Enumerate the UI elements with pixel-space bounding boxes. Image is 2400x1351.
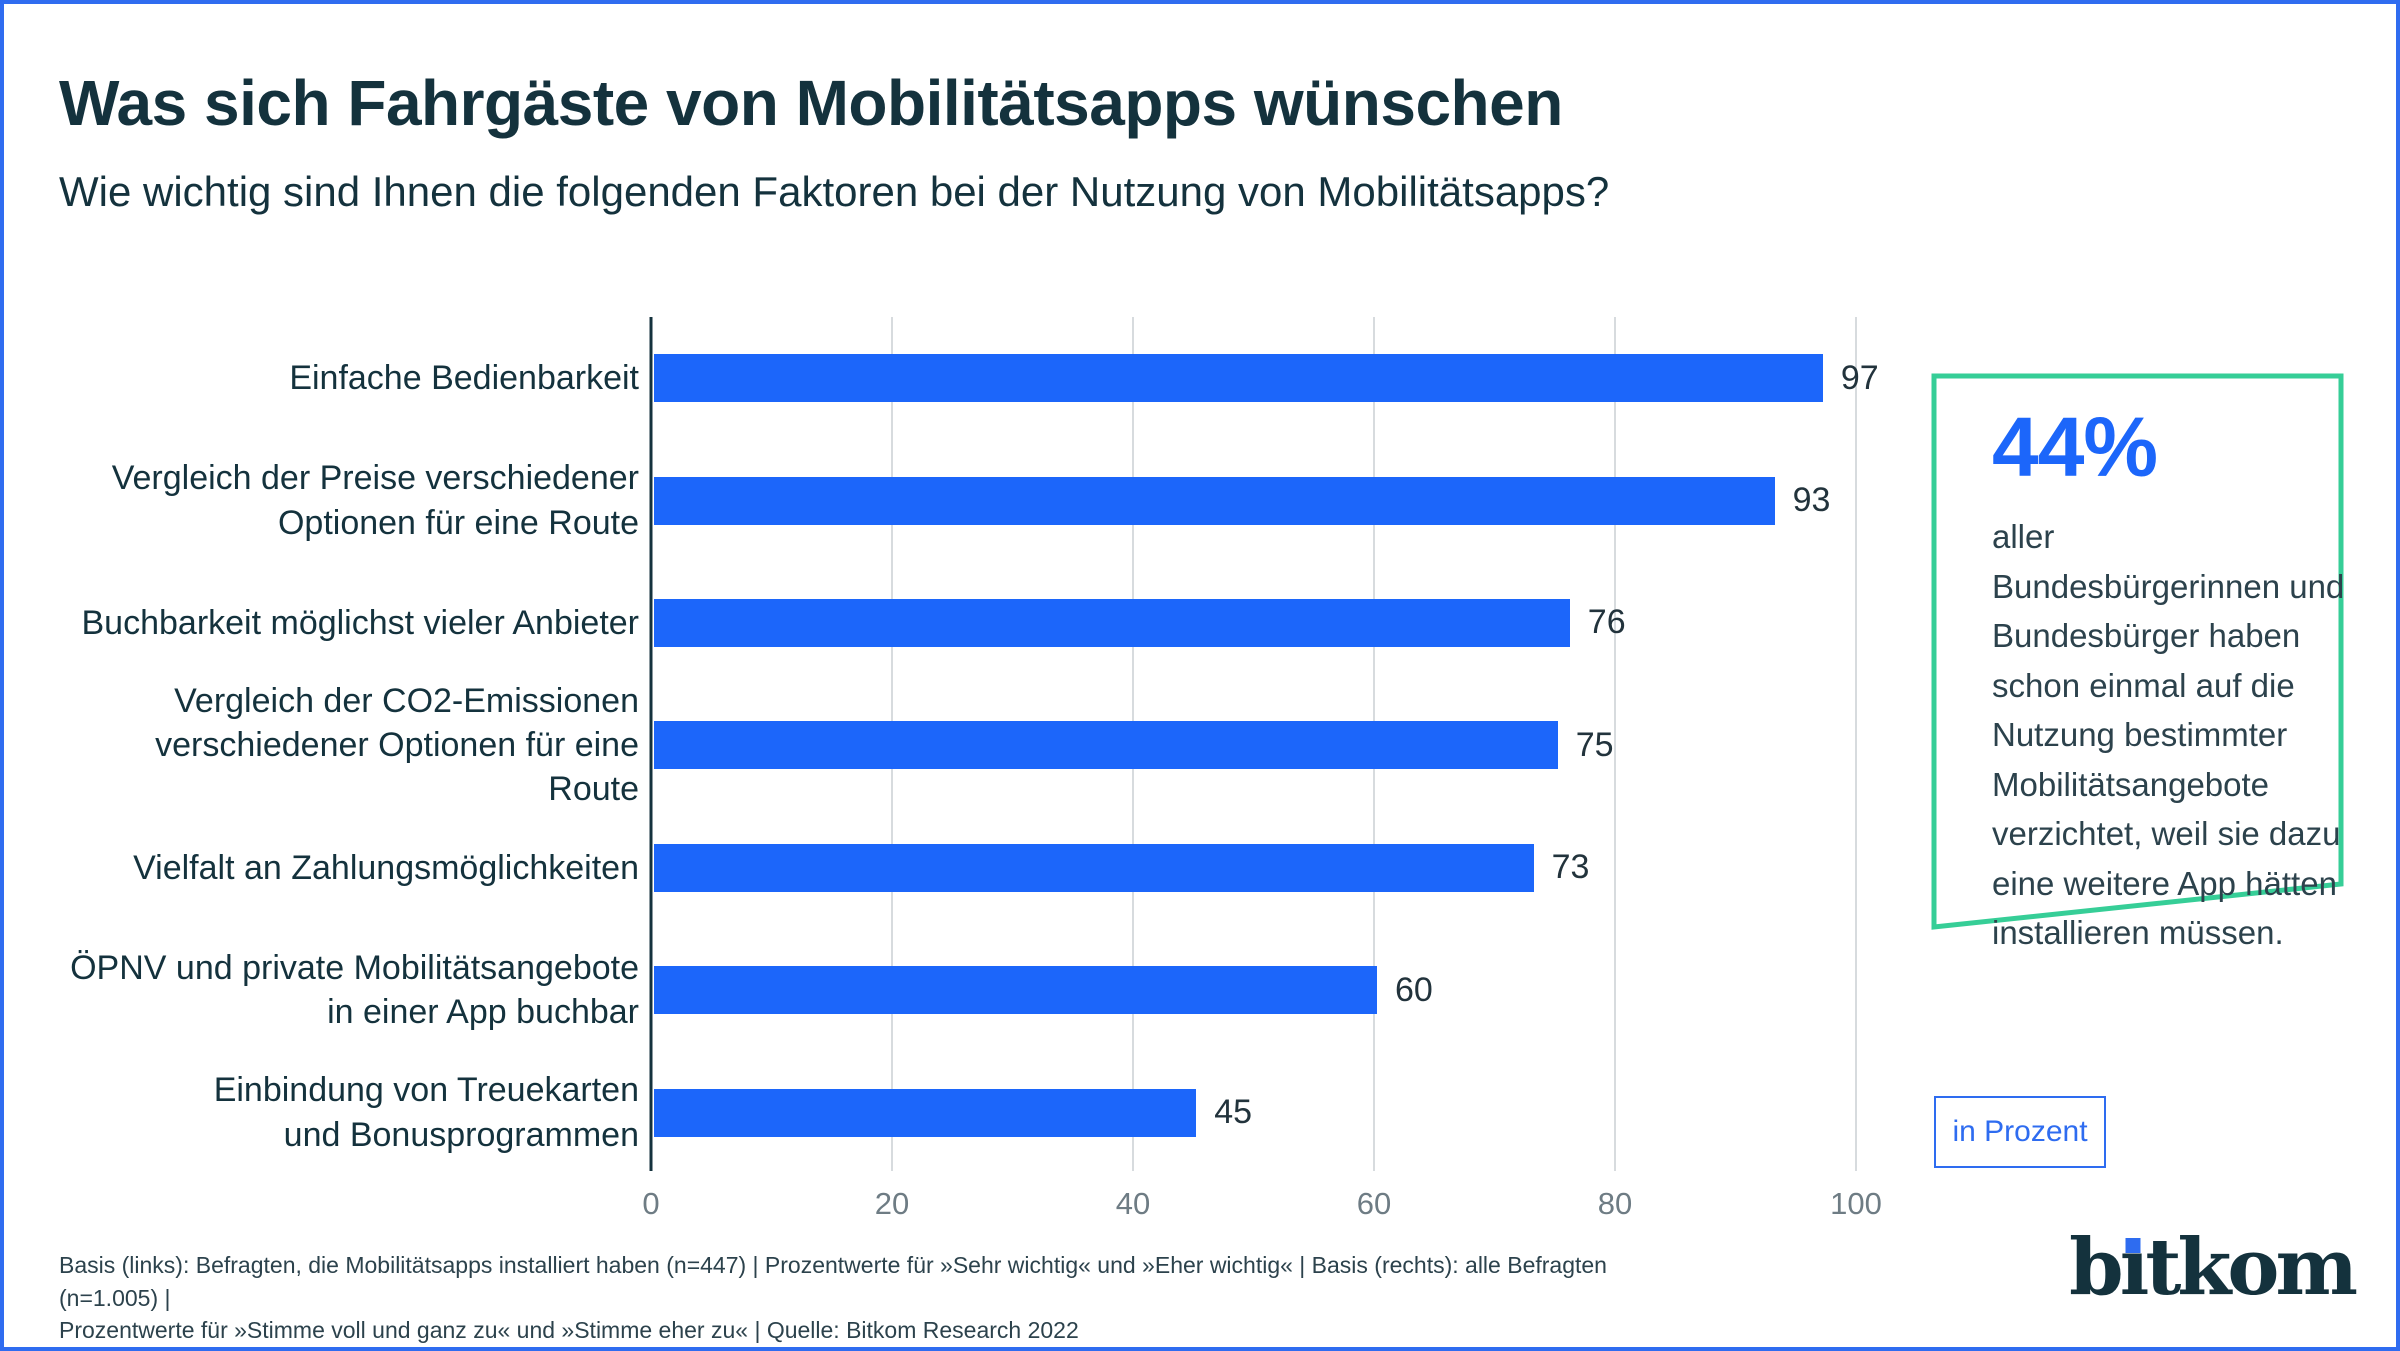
bar-row: Vielfalt an Zahlungsmöglichkeiten 73 bbox=[59, 807, 1859, 929]
logo-dotless-i: ı bbox=[2119, 1222, 2150, 1313]
bar-row: Einbindung von Treuekarten und Bonusprog… bbox=[59, 1051, 1859, 1173]
bar-track: 60 bbox=[654, 966, 1859, 1015]
value-label: 93 bbox=[1792, 481, 1831, 520]
bar bbox=[654, 966, 1377, 1015]
unit-badge: in Prozent bbox=[1934, 1096, 2106, 1168]
x-axis-ticks: 0 20 40 60 80 100 bbox=[642, 1186, 1881, 1230]
gridline-80 bbox=[1614, 317, 1616, 1171]
callout-border bbox=[1931, 373, 2344, 930]
category-label: Einbindung von Treuekarten und Bonusprog… bbox=[213, 1071, 639, 1154]
callout-box: 44% aller Bundesbürgerinnen und Bundesbü… bbox=[1992, 399, 2347, 958]
header: Was sich Fahrgäste von Mobilitätsapps wü… bbox=[59, 66, 2059, 216]
logo-i-dot-icon bbox=[2125, 1238, 2141, 1253]
category-label: Vergleich der CO2-Emissionen verschieden… bbox=[155, 682, 639, 809]
value-label: 75 bbox=[1575, 725, 1614, 764]
page-subtitle: Wie wichtig sind Ihnen die folgenden Fak… bbox=[59, 168, 1610, 215]
callout-text: aller Bundesbürgerinnen und Bundesbürger… bbox=[1992, 518, 2345, 951]
value-label: 45 bbox=[1214, 1093, 1253, 1132]
value-label: 76 bbox=[1587, 603, 1626, 642]
bar-row: Einfache Bedienbarkeit 97 bbox=[59, 317, 1879, 439]
value-label: 73 bbox=[1551, 848, 1590, 887]
axis-tick-label: 20 bbox=[874, 1186, 910, 1221]
bar-chart: Einfache Bedienbarkeit 97 Vergleich der … bbox=[59, 317, 1879, 1174]
category-label: ÖPNV und private Mobilitätsangebote in e… bbox=[70, 948, 639, 1032]
callout-border-shape bbox=[1931, 373, 2344, 930]
axis-tick-label: 40 bbox=[1115, 1186, 1151, 1221]
category-label: Einfache Bedienbarkeit bbox=[289, 359, 639, 398]
bitkom-logo: b ı tkom bbox=[2069, 1222, 2358, 1313]
logo-letter-b: b bbox=[2069, 1222, 2124, 1313]
bar-row: Vergleich der CO2-Emissionen verschieden… bbox=[59, 682, 1859, 808]
bar bbox=[654, 1088, 1197, 1137]
footnote-line-1: Basis (links): Befragten, die Mobilitäts… bbox=[59, 1252, 1607, 1311]
bar-row: Buchbarkeit möglichst vieler Anbieter 76 bbox=[59, 562, 1859, 684]
axis-tick-label: 60 bbox=[1356, 1186, 1392, 1221]
bar bbox=[654, 721, 1558, 770]
category-label: Vergleich der Preise verschiedener Optio… bbox=[111, 459, 639, 542]
bar-track: 76 bbox=[654, 598, 1859, 647]
bar-track: 45 bbox=[654, 1088, 1859, 1137]
bar bbox=[654, 354, 1823, 403]
bar-track: 75 bbox=[654, 721, 1859, 770]
bar bbox=[654, 843, 1534, 892]
bar bbox=[654, 476, 1775, 525]
bar-track: 97 bbox=[654, 354, 1879, 403]
value-label: 97 bbox=[1840, 358, 1879, 397]
category-label: Vielfalt an Zahlungsmöglichkeiten bbox=[133, 848, 639, 887]
gridline-100 bbox=[1855, 317, 1857, 1171]
category-label: Buchbarkeit möglichst vieler Anbieter bbox=[81, 603, 640, 642]
page-title: Was sich Fahrgäste von Mobilitätsapps wü… bbox=[59, 67, 1563, 139]
callout-percentage: 44% bbox=[1992, 400, 2158, 494]
bar-row: ÖPNV und private Mobilitätsangebote in e… bbox=[59, 929, 1859, 1051]
axis-tick-label: 100 bbox=[1830, 1186, 1882, 1221]
bar-track: 93 bbox=[654, 476, 1859, 525]
value-label: 60 bbox=[1395, 970, 1433, 1009]
axis-tick-label: 80 bbox=[1597, 1186, 1633, 1221]
logo-letter-i: ı bbox=[2119, 1222, 2150, 1313]
bar-track: 73 bbox=[654, 843, 1859, 892]
logo-letters-tkom: tkom bbox=[2145, 1222, 2358, 1313]
footnote: Basis (links): Befragten, die Mobilitäts… bbox=[59, 1249, 1699, 1347]
axis-tick-label: 0 bbox=[642, 1186, 660, 1221]
bar-row: Vergleich der Preise verschiedener Optio… bbox=[59, 439, 1859, 561]
footnote-line-2: Prozentwerte für »Stimme voll und ganz z… bbox=[59, 1317, 1079, 1344]
unit-badge-label: in Prozent bbox=[1952, 1115, 2088, 1148]
bar bbox=[654, 598, 1570, 647]
axis-line bbox=[649, 317, 653, 1171]
